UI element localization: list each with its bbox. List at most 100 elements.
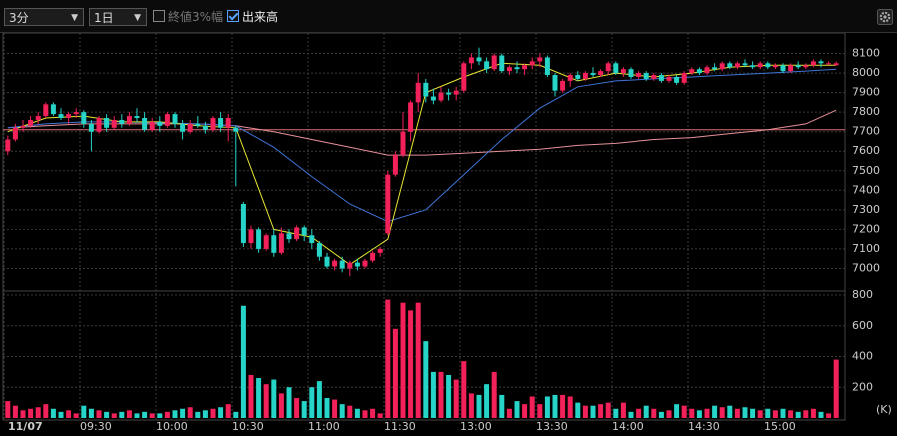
candle-body xyxy=(66,114,72,119)
volume-bar xyxy=(248,374,254,418)
volume-bar xyxy=(803,410,809,418)
volume-bar xyxy=(202,410,208,418)
volume-bar xyxy=(544,396,550,418)
candle-body xyxy=(58,114,64,119)
volume-bar xyxy=(5,401,11,418)
volume-bar xyxy=(636,408,642,418)
candle-body xyxy=(681,73,687,83)
y-tick-label: 7700 xyxy=(852,125,880,138)
volume-checkbox[interactable]: 出来高 xyxy=(227,9,278,25)
volume-bar xyxy=(96,410,102,418)
candle-body xyxy=(392,155,398,175)
x-tick-label: 11:00 xyxy=(308,420,340,433)
candle-body xyxy=(81,112,87,124)
y-tick-label: 800 xyxy=(852,288,873,301)
volume-bar xyxy=(757,410,763,418)
candle-body xyxy=(484,61,490,70)
volume-bar xyxy=(537,404,543,418)
candle-body xyxy=(316,243,322,257)
volume-bar xyxy=(696,410,702,418)
y-tick-label: 7400 xyxy=(852,183,880,196)
candle-body xyxy=(590,73,596,76)
candle-body xyxy=(704,67,710,74)
candle-body xyxy=(354,262,360,267)
candle-body xyxy=(240,203,246,244)
candle-body xyxy=(12,127,18,140)
volume-bar xyxy=(506,408,512,418)
candle-body xyxy=(666,76,672,81)
volume-bar xyxy=(446,374,452,418)
candle-body xyxy=(202,125,208,130)
volume-bar xyxy=(12,405,18,418)
volume-bar xyxy=(164,411,170,418)
volume-bar xyxy=(256,378,262,418)
close-band-label: 終値3%幅 xyxy=(168,10,224,24)
candle-body xyxy=(119,119,125,124)
volume-bar xyxy=(826,413,832,418)
candle-body xyxy=(468,57,474,64)
volume-bar xyxy=(392,328,398,418)
y-tick-label: 7100 xyxy=(852,242,880,255)
candle-body xyxy=(362,260,368,267)
candle-body xyxy=(233,127,239,132)
candle-body xyxy=(104,118,110,128)
candle-body xyxy=(552,75,558,91)
candle-body xyxy=(256,229,262,249)
volume-bar xyxy=(157,413,163,418)
candle-body xyxy=(50,104,56,115)
candle-body xyxy=(742,63,748,66)
volume-bar xyxy=(833,359,839,418)
volume-bar xyxy=(575,402,581,418)
interval-dropdown[interactable]: 3分 ▼ xyxy=(4,8,84,26)
candle-body xyxy=(423,82,429,97)
volume-bar xyxy=(461,361,467,418)
volume-bar xyxy=(567,396,573,418)
candle-body xyxy=(324,256,330,267)
volume-bar xyxy=(271,379,277,418)
candle-body xyxy=(537,57,543,62)
volume-bar xyxy=(453,379,459,418)
candle-body xyxy=(271,235,277,253)
volume-bar xyxy=(362,410,368,418)
candle-body xyxy=(810,61,816,66)
candle-body xyxy=(309,235,315,244)
y-tick-label: 600 xyxy=(852,319,873,332)
y-tick-label: 7200 xyxy=(852,222,880,235)
volume-bar xyxy=(278,393,284,418)
volume-bar xyxy=(43,404,49,418)
candle-body xyxy=(286,233,292,240)
candle-body xyxy=(727,63,733,68)
y-tick-label: 200 xyxy=(852,380,873,393)
candle-body xyxy=(734,63,740,68)
volume-bar xyxy=(210,408,216,418)
candle-body xyxy=(522,65,528,70)
volume-panel xyxy=(2,290,846,421)
x-tick-label: 14:00 xyxy=(612,420,644,433)
y-tick-label: 7800 xyxy=(852,105,880,118)
range-dropdown[interactable]: 1日 ▼ xyxy=(89,8,147,26)
close-band-checkbox[interactable]: 終値3%幅 xyxy=(153,9,223,25)
x-tick-label: 11/07 xyxy=(8,420,43,433)
volume-bar xyxy=(613,408,619,418)
volume-bar xyxy=(651,408,657,418)
candle-body xyxy=(772,65,778,68)
candle-body xyxy=(377,248,383,253)
volume-bar xyxy=(712,405,718,418)
chart: 7000 7100 7200 7300 7400 7500 7600 7700 7800 7900… xyxy=(2,33,892,433)
candle-body xyxy=(750,65,756,68)
candle-body xyxy=(560,80,566,91)
volume-bar xyxy=(484,384,490,418)
volume-bar xyxy=(354,408,360,418)
y-tick-label: 8100 xyxy=(852,47,880,60)
candle-body xyxy=(28,119,34,126)
candle-body xyxy=(636,73,642,77)
volume-bar xyxy=(628,411,634,418)
candle-body xyxy=(339,260,345,269)
candle-body xyxy=(514,67,520,70)
volume-bar xyxy=(476,394,482,418)
x-tick-label: 10:00 xyxy=(156,420,188,433)
settings-button[interactable] xyxy=(877,9,893,25)
volume-bar xyxy=(28,408,34,418)
candle-body xyxy=(461,63,467,91)
